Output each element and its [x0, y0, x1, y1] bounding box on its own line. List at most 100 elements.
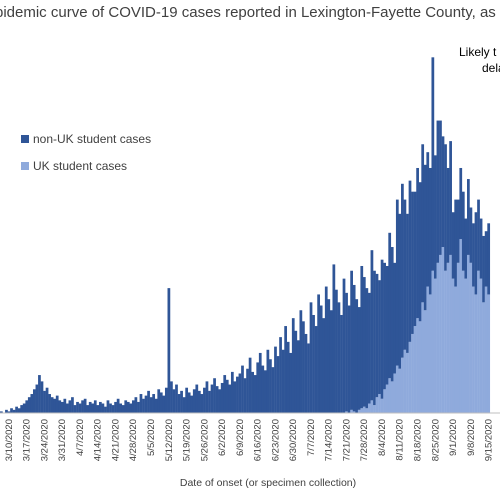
- bar-segment: [365, 408, 369, 413]
- bar-segment: [373, 270, 376, 406]
- bar-segment: [175, 384, 178, 413]
- legend-swatch: [21, 135, 29, 143]
- bar-segment: [332, 264, 336, 413]
- bar-segment: [144, 395, 148, 413]
- x-tick-label: 5/12/2020: [164, 419, 175, 461]
- bar-segment: [474, 294, 478, 413]
- bar-segment: [413, 326, 417, 413]
- bar-segment: [408, 341, 412, 413]
- bar-segment: [147, 390, 150, 413]
- bar-segment: [0, 411, 3, 413]
- bar-segment: [180, 390, 183, 413]
- bar-segment: [342, 278, 346, 413]
- bar-segment: [200, 394, 204, 413]
- bar-segment: [477, 199, 480, 271]
- bar-segment: [398, 213, 402, 369]
- bar-segment: [279, 337, 282, 413]
- bar-segment: [230, 371, 234, 413]
- bar-segment: [431, 57, 435, 271]
- bar-segment: [378, 394, 381, 413]
- bar-segment: [423, 310, 427, 413]
- bar-segment: [467, 254, 470, 413]
- x-tick-label: 7/14/2020: [324, 419, 335, 461]
- bar-segment: [403, 349, 407, 413]
- bar-segment: [215, 386, 219, 413]
- bar-segment: [418, 182, 422, 322]
- bar-segment: [428, 167, 432, 295]
- bar-segment: [350, 409, 353, 413]
- bar-segment: [335, 289, 338, 413]
- bar-segment: [484, 286, 488, 413]
- bar-segment: [111, 405, 115, 413]
- bar-segment: [312, 314, 315, 413]
- bar-segment: [408, 180, 412, 342]
- bar-segment: [337, 302, 341, 413]
- bar-segment: [185, 387, 189, 413]
- bar-segment: [426, 152, 430, 287]
- bar-segment: [439, 120, 442, 255]
- bar-segment: [208, 390, 211, 413]
- bar-segment: [17, 408, 21, 413]
- bar-segment: [116, 398, 120, 413]
- x-tick-label: 8/25/2020: [430, 419, 441, 461]
- bar-segment: [177, 394, 181, 413]
- bar-segment: [385, 384, 389, 413]
- bar-segment: [451, 278, 455, 413]
- bar-segment: [15, 406, 18, 413]
- bar-segment: [289, 352, 293, 413]
- x-tick-label: 9/8/2020: [466, 419, 477, 456]
- bar-segment: [106, 400, 110, 413]
- bar-segment: [60, 401, 64, 413]
- bar-segment: [281, 349, 285, 413]
- bar-segment: [48, 394, 51, 413]
- bar-segment: [373, 405, 376, 413]
- bar-segment: [182, 397, 186, 413]
- bar-segment: [43, 390, 46, 413]
- bar-segment: [411, 191, 414, 334]
- bar-segment: [416, 167, 419, 319]
- bar-segment: [55, 395, 59, 413]
- bar-segment: [139, 394, 143, 413]
- bar-segment: [477, 270, 480, 413]
- bar-segment: [302, 321, 305, 413]
- bar-segment: [7, 411, 11, 413]
- bar-segment: [192, 389, 196, 413]
- bar-segment: [441, 136, 445, 248]
- x-tick-label: 9/15/2020: [484, 419, 495, 461]
- bar-segment: [104, 406, 107, 413]
- x-tick-label: 4/28/2020: [128, 419, 139, 461]
- bar-segment: [210, 384, 214, 413]
- x-tick-label: 8/11/2020: [395, 419, 406, 461]
- bar-segment: [236, 376, 239, 413]
- bar-segment: [137, 401, 140, 413]
- bar-segment: [461, 191, 465, 271]
- bar-segment: [32, 389, 36, 413]
- bar-segment: [225, 379, 229, 413]
- bar-segment: [65, 403, 69, 413]
- legend-label: UK student cases: [33, 159, 127, 173]
- bar-segment: [164, 387, 168, 413]
- bar-segment: [228, 384, 232, 413]
- bar-segment: [284, 326, 288, 413]
- bar-segment: [83, 398, 87, 413]
- bar-segment: [390, 381, 394, 413]
- bar-segment: [304, 333, 308, 413]
- bar-segment: [190, 395, 194, 413]
- x-tick-label: 4/7/2020: [75, 419, 86, 456]
- bar-segment: [388, 378, 392, 413]
- bar-segment: [327, 299, 331, 413]
- x-tick-label: 3/10/2020: [4, 419, 15, 461]
- bar-segment: [68, 400, 72, 413]
- bar-segment: [213, 378, 216, 413]
- bar-segment: [258, 352, 262, 413]
- bar-segment: [482, 235, 485, 303]
- bar-segment: [393, 262, 397, 374]
- bar-segment: [22, 403, 26, 413]
- bar-segment: [205, 381, 209, 413]
- x-axis-title: Date of onset (or specimen collection): [180, 477, 356, 489]
- bar-segment: [360, 408, 364, 413]
- bar-segment: [197, 390, 201, 413]
- bar-segment: [256, 362, 260, 413]
- bar-segment: [423, 164, 427, 311]
- legend-swatch: [21, 162, 29, 170]
